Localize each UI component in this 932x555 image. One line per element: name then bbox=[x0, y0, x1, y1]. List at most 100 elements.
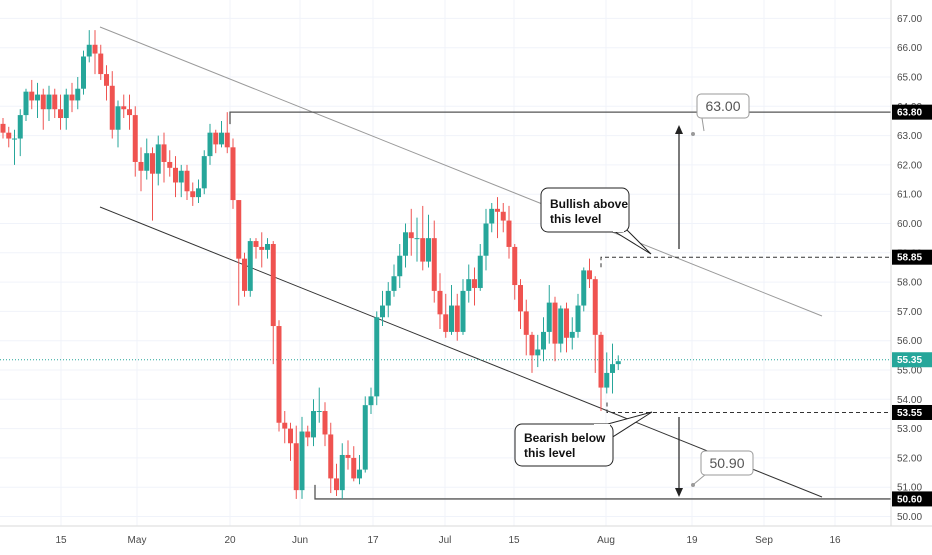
candle[interactable] bbox=[472, 267, 477, 306]
candle[interactable] bbox=[357, 454, 362, 485]
bearish-callout[interactable]: Bearish below this level bbox=[514, 411, 653, 467]
bearish-trigger-line[interactable] bbox=[606, 402, 891, 413]
candle[interactable] bbox=[17, 109, 23, 157]
candle[interactable] bbox=[351, 446, 357, 482]
candle[interactable] bbox=[368, 387, 374, 414]
candle[interactable] bbox=[587, 258, 592, 288]
candle[interactable] bbox=[477, 244, 483, 291]
candle[interactable] bbox=[46, 85, 52, 121]
candle[interactable] bbox=[426, 214, 431, 268]
candle[interactable] bbox=[253, 238, 259, 259]
candle[interactable] bbox=[523, 299, 529, 356]
candle[interactable] bbox=[529, 331, 535, 373]
candle[interactable] bbox=[201, 150, 207, 195]
candle[interactable] bbox=[305, 425, 311, 447]
candle[interactable] bbox=[541, 317, 546, 362]
candle[interactable] bbox=[483, 208, 489, 271]
candle[interactable] bbox=[581, 267, 587, 312]
candle[interactable] bbox=[224, 112, 230, 154]
candle[interactable] bbox=[92, 30, 98, 75]
candle[interactable] bbox=[104, 65, 109, 101]
candle[interactable] bbox=[316, 387, 322, 423]
candle[interactable] bbox=[535, 334, 541, 368]
candle[interactable] bbox=[414, 217, 420, 262]
lower-trendline[interactable] bbox=[99, 206, 823, 498]
candle[interactable] bbox=[12, 129, 17, 165]
candle[interactable] bbox=[127, 94, 132, 130]
candle[interactable] bbox=[213, 129, 219, 154]
candle[interactable] bbox=[282, 411, 288, 444]
candle[interactable] bbox=[546, 285, 552, 344]
candle[interactable] bbox=[0, 118, 6, 139]
candle[interactable] bbox=[449, 285, 454, 335]
candle[interactable] bbox=[196, 179, 201, 203]
candle[interactable] bbox=[178, 164, 184, 198]
candle[interactable] bbox=[150, 147, 155, 221]
candle[interactable] bbox=[63, 88, 69, 130]
candle[interactable] bbox=[35, 82, 40, 119]
candle[interactable] bbox=[339, 443, 345, 499]
candle[interactable] bbox=[98, 44, 104, 80]
target-callout-lower[interactable]: 50.90 bbox=[691, 450, 754, 487]
candle[interactable] bbox=[132, 106, 138, 177]
candle[interactable] bbox=[431, 220, 437, 303]
candle[interactable] bbox=[144, 138, 150, 180]
candle[interactable] bbox=[598, 331, 604, 412]
candle[interactable] bbox=[454, 293, 460, 341]
candle[interactable] bbox=[270, 241, 276, 365]
candle[interactable] bbox=[236, 200, 242, 306]
candle[interactable] bbox=[322, 402, 328, 447]
time-axis[interactable]: 15 May 20 Jun 17 Jul 15 Aug 19 Sep 16 bbox=[55, 535, 841, 546]
candle[interactable] bbox=[380, 290, 385, 327]
candle[interactable] bbox=[69, 82, 75, 113]
candle[interactable] bbox=[109, 71, 115, 139]
candle[interactable] bbox=[173, 156, 178, 198]
candle[interactable] bbox=[115, 100, 121, 148]
candle[interactable] bbox=[29, 79, 35, 110]
candle[interactable] bbox=[311, 399, 316, 447]
candle[interactable] bbox=[190, 182, 196, 206]
bullish-trigger-line[interactable] bbox=[600, 256, 891, 268]
candle[interactable] bbox=[334, 463, 339, 496]
candle[interactable] bbox=[552, 296, 558, 362]
candle[interactable] bbox=[58, 94, 63, 130]
candle[interactable] bbox=[397, 244, 403, 288]
candle[interactable] bbox=[391, 264, 397, 297]
candle[interactable] bbox=[345, 440, 351, 470]
candle[interactable] bbox=[558, 305, 564, 353]
bullish-callout[interactable]: Bullish above this level bbox=[540, 187, 652, 255]
candle[interactable] bbox=[288, 422, 293, 461]
candle[interactable] bbox=[495, 197, 500, 239]
candle[interactable] bbox=[299, 416, 305, 499]
candle[interactable] bbox=[489, 202, 495, 233]
candle[interactable] bbox=[500, 202, 506, 233]
candle[interactable] bbox=[362, 396, 368, 473]
candle[interactable] bbox=[460, 279, 466, 335]
candle[interactable] bbox=[293, 425, 299, 499]
candle[interactable] bbox=[23, 88, 29, 121]
candle[interactable] bbox=[155, 135, 161, 186]
candle[interactable] bbox=[259, 232, 265, 268]
candle[interactable] bbox=[219, 120, 224, 148]
candle[interactable] bbox=[161, 132, 167, 183]
candle[interactable] bbox=[569, 317, 575, 350]
resistance-level-line[interactable] bbox=[229, 111, 891, 125]
candle[interactable] bbox=[86, 30, 92, 63]
candle[interactable] bbox=[564, 302, 569, 353]
support-level-line[interactable] bbox=[314, 484, 891, 500]
candle[interactable] bbox=[385, 282, 391, 318]
candle[interactable] bbox=[52, 88, 58, 119]
candle[interactable] bbox=[592, 276, 598, 373]
candle[interactable] bbox=[75, 77, 81, 110]
candle[interactable] bbox=[6, 126, 12, 148]
upper-trendline[interactable] bbox=[99, 26, 823, 317]
candle[interactable] bbox=[420, 205, 426, 271]
candle[interactable] bbox=[121, 94, 127, 119]
candle[interactable] bbox=[512, 244, 518, 300]
candle[interactable] bbox=[408, 208, 414, 256]
candle[interactable] bbox=[167, 150, 173, 177]
target-callout-upper[interactable]: 63.00 bbox=[691, 93, 750, 136]
candle[interactable] bbox=[604, 352, 610, 394]
candle[interactable] bbox=[207, 123, 213, 165]
